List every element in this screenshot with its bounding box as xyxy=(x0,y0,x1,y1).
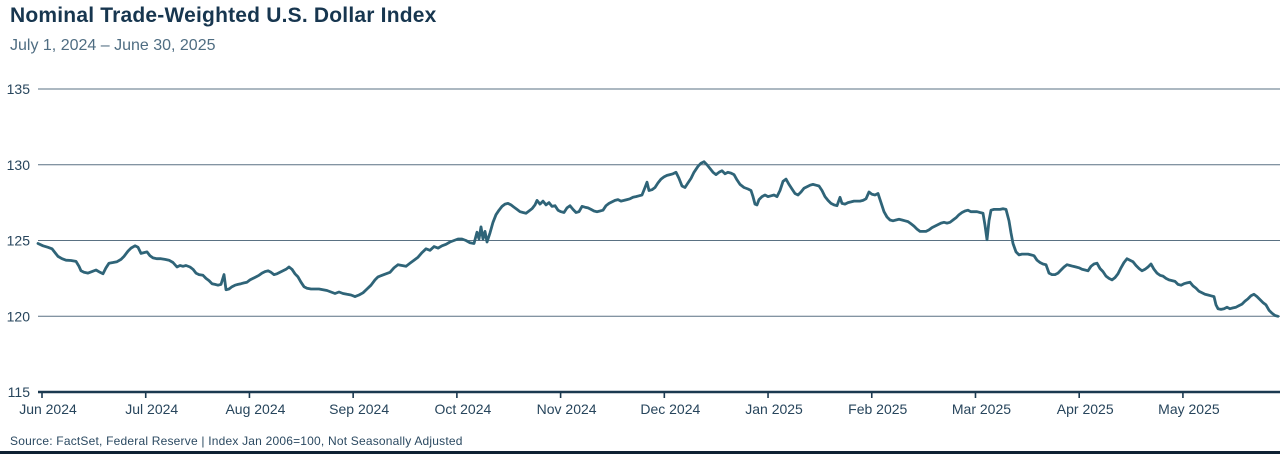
x-tick-label: Aug 2024 xyxy=(225,401,285,417)
x-tick-label: Nov 2024 xyxy=(537,401,597,417)
x-tick-label: May 2025 xyxy=(1158,401,1220,417)
dollar-index-line xyxy=(36,160,1280,318)
x-tick-label: Jul 2024 xyxy=(125,401,178,417)
x-tick-label: Feb 2025 xyxy=(848,401,907,417)
bottom-border-bar xyxy=(0,451,1280,454)
y-tick-label: 115 xyxy=(8,384,31,400)
chart-title: Nominal Trade-Weighted U.S. Dollar Index xyxy=(10,4,437,27)
y-tick-label: 125 xyxy=(7,233,31,249)
y-tick-label: 130 xyxy=(7,157,31,173)
source-note: Source: FactSet, Federal Reserve | Index… xyxy=(10,434,463,448)
x-tick-label: Jan 2025 xyxy=(745,401,803,417)
y-tick-label: 135 xyxy=(7,81,31,97)
chart-subtitle: July 1, 2024 – June 30, 2025 xyxy=(10,37,216,54)
x-tick-label: Jun 2024 xyxy=(19,401,77,417)
x-tick-label: Mar 2025 xyxy=(952,401,1011,417)
x-tick-label: Sep 2024 xyxy=(329,401,389,417)
x-tick-label: Oct 2024 xyxy=(434,401,491,417)
x-tick-label: Dec 2024 xyxy=(640,401,700,417)
x-tick-label: Apr 2025 xyxy=(1057,401,1114,417)
y-tick-label: 120 xyxy=(7,308,31,324)
